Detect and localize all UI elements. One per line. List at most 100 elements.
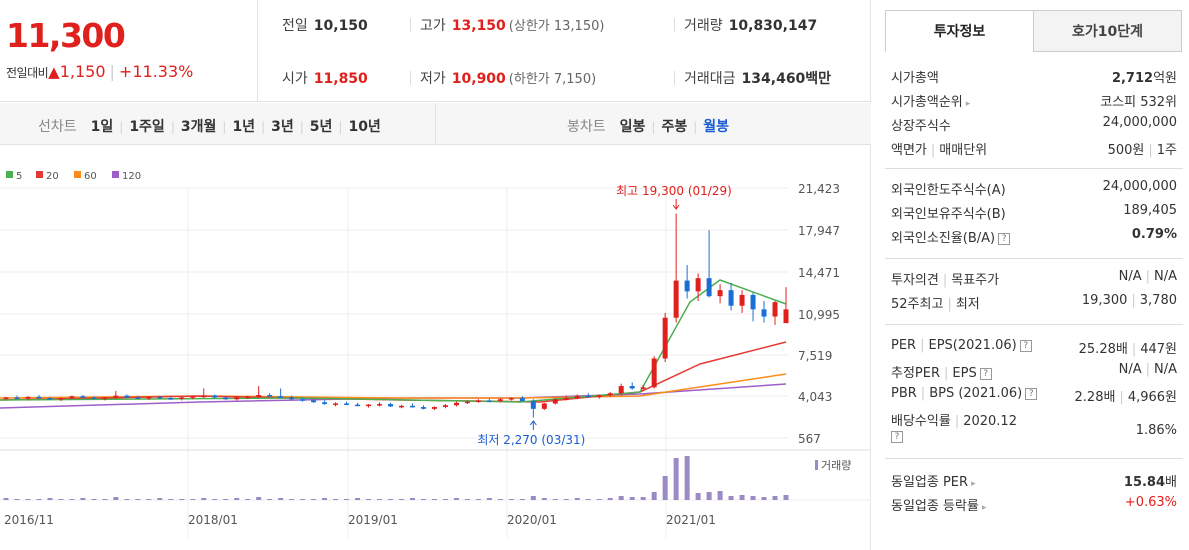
tab-5y[interactable]: 5년 xyxy=(309,119,333,135)
opinion-value: N/A xyxy=(1118,269,1142,284)
info-row: 외국인한도주식수(A) 24,000,000 xyxy=(891,179,1177,199)
est-eps-label: EPS xyxy=(952,366,977,381)
candle-body xyxy=(377,404,383,406)
candle-body xyxy=(695,278,701,292)
info-key: ? xyxy=(891,429,903,444)
candle-body xyxy=(431,407,437,409)
info-row: 투자의견 | 목표주가 N/A | N/A xyxy=(891,269,1177,289)
industry-per-value: 15.84 xyxy=(1123,475,1166,490)
volume-bar xyxy=(618,496,624,500)
moving-average-line xyxy=(0,373,787,399)
help-icon[interactable]: ? xyxy=(979,368,992,380)
tab-1w[interactable]: 1주일 xyxy=(129,119,165,135)
legend-label: 5 xyxy=(16,171,22,182)
volume-bar xyxy=(563,499,569,500)
volume-bar xyxy=(36,499,42,500)
info-key: 상장주식수 xyxy=(891,119,951,134)
candle-chart-title: 봉차트 xyxy=(567,119,606,135)
volume-legend-swatch xyxy=(815,460,818,470)
candle-body xyxy=(256,395,262,397)
quote-label: 거래대금 xyxy=(684,71,736,87)
info-row: 배당수익률 | 2020.12 xyxy=(891,410,1177,430)
candle-body xyxy=(530,401,536,409)
candle-body xyxy=(563,398,569,400)
stock-chart: 5 20 60 120 21,423 17,947 14,471 10,995 7,519 4,0… xyxy=(0,146,871,550)
quote-value: 11,850 xyxy=(313,71,368,87)
y-tick-label: 10,995 xyxy=(798,308,840,322)
pbr-label: PBR xyxy=(891,386,917,401)
candle-body xyxy=(58,398,64,400)
info-row[interactable]: 동일업종 PER ▸ 15.84배 xyxy=(891,471,1177,491)
volume-bar xyxy=(684,456,690,500)
info-value: 500원 | 1주 xyxy=(1107,143,1177,158)
candle-body xyxy=(36,396,42,399)
candle-body xyxy=(267,395,273,397)
volume-bar xyxy=(245,499,251,500)
info-value: 15.84배 xyxy=(1124,471,1177,490)
candle-body xyxy=(201,395,207,398)
price-summary: 11,300 전일대비▲1,150 | +11.33% xyxy=(0,0,258,102)
volume-bar xyxy=(585,499,591,500)
help-icon[interactable]: ? xyxy=(1025,388,1038,400)
moving-average-line xyxy=(0,279,787,403)
candle-body xyxy=(607,393,613,396)
info-value: 19,300 | 3,780 xyxy=(1081,293,1177,308)
volume-bar xyxy=(431,499,437,500)
volume-bar xyxy=(728,496,734,500)
legend-swatch xyxy=(6,171,13,178)
up-arrow-icon: ▲ xyxy=(48,63,60,81)
tab-orderbook[interactable]: 호가10단계 xyxy=(1033,10,1182,52)
candle-body xyxy=(673,280,679,318)
info-row[interactable]: 시가총액순위 ▸ 코스피 532위 xyxy=(891,91,1177,111)
candle-body xyxy=(91,397,97,399)
candle-body xyxy=(102,397,108,399)
candle-body xyxy=(190,396,196,398)
tab-monthly[interactable]: 월봉 xyxy=(703,119,730,135)
quote-label: 시가 xyxy=(282,71,308,87)
tab-1d[interactable]: 1일 xyxy=(90,119,114,135)
tab-10y[interactable]: 10년 xyxy=(348,119,381,135)
candle-body xyxy=(618,386,624,394)
candle-body xyxy=(442,405,448,408)
tab-1y[interactable]: 1년 xyxy=(232,119,256,135)
tab-weekly[interactable]: 주봉 xyxy=(661,119,688,135)
tab-3m[interactable]: 3개월 xyxy=(180,119,217,135)
candle-body xyxy=(475,400,481,402)
market-cap-section: 시가총액 2,712억원 시가총액순위 ▸ 코스피 532위 상장주식수 24,0… xyxy=(885,64,1183,166)
quote-label: 고가 xyxy=(420,18,446,34)
tab-3y[interactable]: 3년 xyxy=(271,119,294,135)
current-price: 11,300 xyxy=(6,16,126,55)
help-icon[interactable]: ? xyxy=(1019,340,1032,352)
candle-body xyxy=(541,403,547,409)
volume-bar xyxy=(223,499,229,500)
quote-label: 거래량 xyxy=(684,18,723,34)
candle-body xyxy=(750,294,756,310)
market-cap-value: 2,712 xyxy=(1111,71,1154,86)
info-row: 외국인소진율(B/A)? 0.79% xyxy=(891,227,1177,247)
volume-bar xyxy=(333,499,339,500)
target-price-value: N/A xyxy=(1154,269,1177,284)
tab-invest-info[interactable]: 투자정보 xyxy=(885,10,1034,52)
dividend-value: 1.86% xyxy=(1135,423,1177,438)
volume-bar xyxy=(739,495,745,500)
quote-low: 저가 10,900 (하한가 7,150) xyxy=(420,68,596,88)
info-value: 2.28배 | 4,966원 xyxy=(1074,390,1177,405)
industry-per-label: 동일업종 PER xyxy=(891,475,969,490)
candle-body xyxy=(135,397,141,399)
volume-bar xyxy=(695,493,701,500)
help-icon[interactable]: ? xyxy=(998,233,1011,245)
y-tick-label: 7,519 xyxy=(798,349,832,363)
info-value: 24,000,000 xyxy=(1102,179,1177,194)
info-row[interactable]: 동일업종 등락률 ▸ +0.63% xyxy=(891,495,1177,515)
volume-bar xyxy=(574,498,580,500)
help-icon[interactable]: ? xyxy=(891,431,903,443)
chevron-right-icon: ▸ xyxy=(981,503,987,513)
volume-bar xyxy=(420,499,426,500)
par-value-label: 액면가 xyxy=(891,143,927,158)
volume-bar xyxy=(201,498,207,500)
chart-tabs-bar: 선차트 1일 | 1주일 | 3개월 | 1년 | 3년 | 5년 | 10년 봉차트 일봉 | 주봉 | 월봉 xyxy=(0,103,871,145)
tab-daily[interactable]: 일봉 xyxy=(619,119,646,135)
candle-body xyxy=(486,400,492,402)
candle-body xyxy=(717,290,723,297)
est-per-label: 추정PER xyxy=(891,366,941,381)
